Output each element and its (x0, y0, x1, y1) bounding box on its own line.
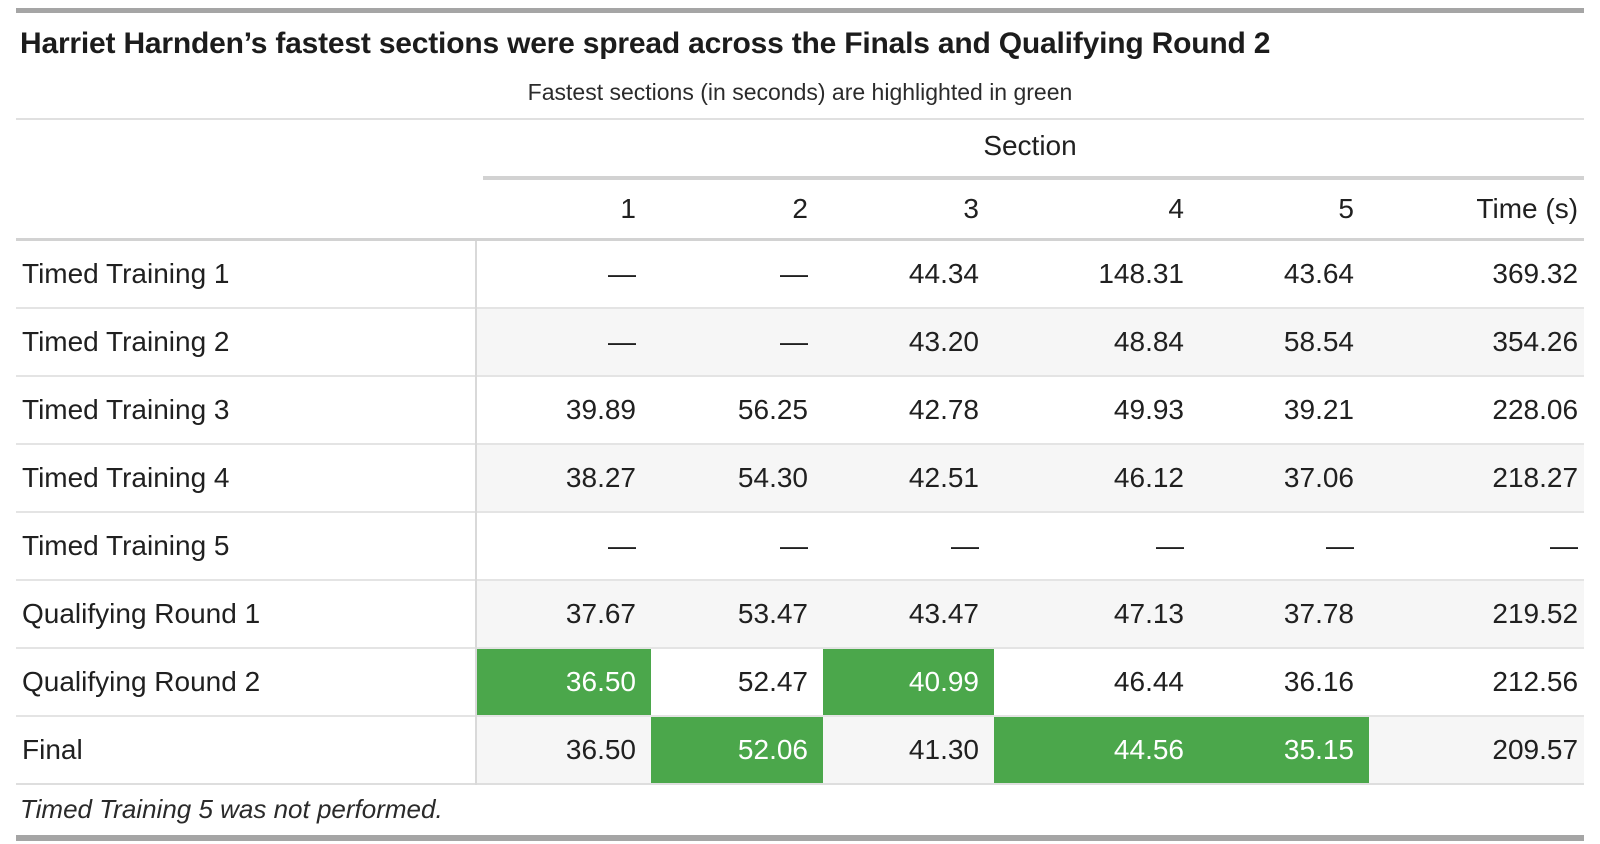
section-spanner-cell: Section (476, 120, 1585, 180)
sections-table: Section 1 2 3 4 5 Time (s) Timed Training 1— —… (16, 120, 1585, 785)
column-header: 4 (1168, 193, 1184, 224)
data-cell: 36.16 (1283, 665, 1354, 697)
data-cell: — (608, 529, 636, 561)
data-cell: — (1550, 529, 1579, 561)
subtitle-divider (16, 118, 1584, 120)
table-body: Timed Training 1— —44.34 148.31 43.64 369.32… (16, 239, 1585, 784)
page-subtitle: Fastest sections (in seconds) are highli… (527, 79, 1073, 105)
row-label: Qualifying Round 1 (16, 579, 477, 648)
data-cell: 56.25 (737, 393, 808, 425)
stub-header-cell (16, 180, 476, 240)
row-label: Timed Training 1 (16, 239, 477, 308)
table-row: Timed Training 2— —43.20 48.84 58.54 354.26 (16, 307, 1585, 376)
table-row: Timed Training 5 — — — — — — (16, 511, 1585, 580)
column-header: Time (s) (1476, 193, 1579, 224)
data-cell-highlighted: 35.15 (1199, 715, 1369, 784)
data-cell-highlighted: 40.99 (823, 647, 994, 716)
data-cell: 43.64 (1283, 257, 1354, 289)
data-cell: 37.67 (476, 579, 651, 648)
spanner-row: Section (16, 120, 1585, 180)
table-row: Timed Training 4 38.27 54.30 42.51 46.12 37.0… (16, 443, 1585, 512)
table-row: Timed Training 1 — — 44.34 148.31 43.64 369.32 (16, 239, 1584, 308)
table-footnote: Timed Training 5 was not performed. (20, 793, 443, 824)
table-row: Timed Training 3 39.89 56.25 42.78 49.93 39.2… (16, 375, 1585, 444)
row-label: Timed Training 2 (16, 307, 477, 376)
page-title: Harriet Harnden’s fastest sections were … (20, 27, 1271, 60)
data-cell: — (608, 257, 636, 289)
row-label: Final (16, 715, 477, 784)
data-cell-highlighted: 36.50 (476, 647, 651, 716)
data-cell: 37.06 (1199, 443, 1369, 512)
column-header: 3 (963, 193, 979, 224)
stub-header-cell (16, 120, 476, 180)
column-header: 5 (1338, 193, 1354, 224)
section-spanner-label: Section (983, 130, 1077, 161)
data-cell: 354.26 (1369, 307, 1585, 376)
data-cell: 369.32 (1492, 257, 1579, 289)
data-cell: 49.93 (1113, 393, 1184, 425)
data-cell: 218.27 (1369, 443, 1585, 512)
row-label: Timed Training 3 (16, 375, 477, 444)
table-row: Qualifying Round 2 36.50 52.47 40.99 46.44 36… (16, 647, 1585, 716)
data-cell: 42.51 (823, 443, 994, 512)
data-cell: 42.78 (908, 393, 979, 425)
section-spanner-underline (483, 176, 1585, 180)
data-cell-highlighted: 52.06 (651, 715, 823, 784)
top-rule-divider (16, 8, 1584, 13)
data-cell: 44.34 (908, 257, 979, 289)
data-cell: 37.78 (1199, 579, 1369, 648)
data-cell: 36.50 (476, 715, 651, 784)
column-header-row: 1 2 3 4 5 Time (s) (16, 180, 1585, 240)
data-cell: 39.89 (565, 393, 636, 425)
data-cell: — (951, 529, 979, 561)
data-cell-highlighted: 44.56 (994, 715, 1199, 784)
data-cell: 212.56 (1492, 665, 1579, 697)
data-cell: 219.52 (1369, 579, 1585, 648)
data-cell: 43.47 (823, 579, 994, 648)
data-cell: 54.30 (651, 443, 823, 512)
row-label: Timed Training 4 (16, 443, 477, 512)
data-cell: — (651, 307, 823, 376)
data-cell: — (1326, 529, 1354, 561)
data-cell: 52.47 (737, 665, 808, 697)
data-cell: 43.20 (823, 307, 994, 376)
data-cell: — (780, 529, 808, 561)
data-cell: 46.12 (994, 443, 1199, 512)
data-cell: 48.84 (994, 307, 1199, 376)
data-cell: 148.31 (1098, 257, 1184, 289)
data-cell: — (780, 257, 808, 289)
data-cell: 47.13 (994, 579, 1199, 648)
data-cell: 209.57 (1369, 715, 1585, 784)
data-cell: — (1156, 529, 1184, 561)
data-cell: 58.54 (1199, 307, 1369, 376)
data-cell: 228.06 (1492, 393, 1579, 425)
data-cell: 38.27 (476, 443, 651, 512)
bottom-rule-divider (16, 834, 1584, 841)
table-row: Final 36.50 52.06 41.30 44.56 35.15 209.57 (16, 715, 1585, 784)
column-header: 1 (620, 193, 636, 224)
data-cell: 46.44 (1113, 665, 1184, 697)
row-label: Qualifying Round 2 (16, 647, 477, 716)
row-label: Timed Training 5 (16, 511, 477, 580)
column-header: 2 (792, 193, 808, 224)
data-cell: 39.21 (1283, 393, 1354, 425)
data-cell: 53.47 (651, 579, 823, 648)
table-row: Qualifying Round 1 37.67 53.47 43.47 47.13 37… (16, 579, 1585, 648)
data-cell: 41.30 (823, 715, 994, 784)
data-cell: — (476, 307, 651, 376)
table-header: Section 1 2 3 4 5 Time (s) (16, 120, 1585, 240)
page-container: Harriet Harnden’s fastest sections were … (16, 0, 1585, 841)
